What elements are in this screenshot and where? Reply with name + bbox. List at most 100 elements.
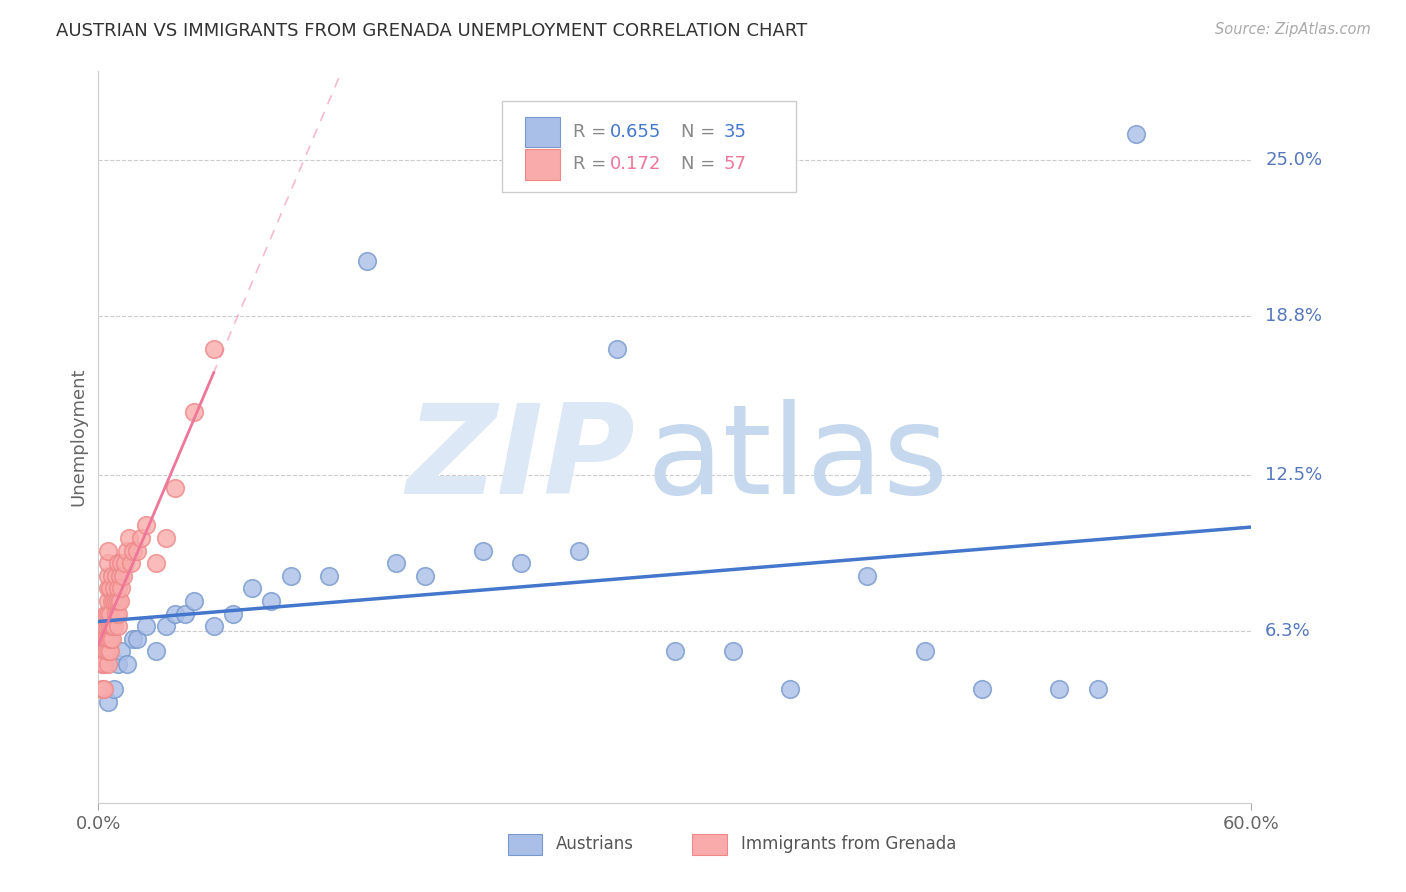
Point <box>97 594 120 608</box>
Point <box>101 619 124 633</box>
Text: Source: ZipAtlas.com: Source: ZipAtlas.com <box>1215 22 1371 37</box>
Y-axis label: Unemployment: Unemployment <box>69 368 87 507</box>
Point <box>98 644 121 658</box>
Point <box>94 607 117 621</box>
Point <box>110 582 132 596</box>
Text: 57: 57 <box>723 155 747 173</box>
Point <box>97 569 120 583</box>
Point <box>91 657 114 671</box>
Point <box>101 632 124 646</box>
Point <box>97 543 120 558</box>
Point <box>145 644 167 658</box>
Point <box>120 556 142 570</box>
Bar <box>508 833 543 855</box>
Point <box>183 405 205 419</box>
Point <box>103 619 125 633</box>
Point <box>97 619 120 633</box>
Point <box>101 594 124 608</box>
Point <box>112 569 135 583</box>
Point <box>721 644 744 658</box>
Point <box>664 644 686 658</box>
Point <box>103 582 125 596</box>
Point <box>97 632 120 646</box>
Text: 0.655: 0.655 <box>610 123 662 141</box>
Point <box>1125 128 1147 142</box>
Text: ZIP: ZIP <box>406 399 634 519</box>
Point <box>165 481 187 495</box>
Point <box>94 644 117 658</box>
Point <box>110 556 132 570</box>
Text: N =: N = <box>681 155 721 173</box>
Text: 25.0%: 25.0% <box>1265 151 1323 169</box>
Point <box>568 543 591 558</box>
Text: AUSTRIAN VS IMMIGRANTS FROM GRENADA UNEMPLOYMENT CORRELATION CHART: AUSTRIAN VS IMMIGRANTS FROM GRENADA UNEM… <box>56 22 807 40</box>
Point <box>125 632 148 646</box>
Point <box>101 569 124 583</box>
Point <box>122 543 145 558</box>
Point <box>93 632 115 646</box>
Text: 18.8%: 18.8% <box>1265 307 1322 325</box>
Point <box>104 569 127 583</box>
Point <box>165 607 187 621</box>
Text: R =: R = <box>574 155 613 173</box>
Point <box>94 619 117 633</box>
Point <box>1087 682 1109 697</box>
Point <box>94 632 117 646</box>
Point <box>606 342 628 356</box>
Point <box>91 682 114 697</box>
Point <box>97 644 120 658</box>
Text: 6.3%: 6.3% <box>1265 623 1310 640</box>
Bar <box>524 117 560 147</box>
Text: 35: 35 <box>723 123 747 141</box>
Point <box>108 569 131 583</box>
Point <box>110 644 132 658</box>
Point <box>174 607 197 621</box>
Point <box>107 556 129 570</box>
Point <box>117 543 139 558</box>
Point <box>145 556 167 570</box>
Point <box>97 582 120 596</box>
Bar <box>692 833 727 855</box>
Point <box>118 531 141 545</box>
Point <box>107 607 129 621</box>
Point <box>240 582 263 596</box>
Text: N =: N = <box>681 123 721 141</box>
Point <box>1047 682 1070 697</box>
Point <box>202 342 225 356</box>
Point <box>155 619 177 633</box>
Point <box>135 518 157 533</box>
Point <box>98 619 121 633</box>
Point <box>413 569 436 583</box>
Point <box>107 619 129 633</box>
Point <box>97 657 120 671</box>
Point <box>135 619 157 633</box>
FancyBboxPatch shape <box>502 101 796 192</box>
Text: 12.5%: 12.5% <box>1265 466 1323 484</box>
Point <box>129 531 152 545</box>
Text: Austrians: Austrians <box>557 836 634 854</box>
Bar <box>524 149 560 179</box>
Point <box>103 594 125 608</box>
Point <box>117 657 139 671</box>
Point <box>972 682 994 697</box>
Point <box>107 657 129 671</box>
Point <box>222 607 245 621</box>
Point <box>779 682 801 697</box>
Point <box>104 607 127 621</box>
Point <box>98 582 121 596</box>
Point <box>356 253 378 268</box>
Point <box>98 607 121 621</box>
Point <box>108 594 131 608</box>
Point <box>914 644 936 658</box>
Point <box>104 594 127 608</box>
Point <box>385 556 408 570</box>
Point <box>471 543 494 558</box>
Text: R =: R = <box>574 123 613 141</box>
Point <box>114 556 136 570</box>
Point <box>97 607 120 621</box>
Point <box>183 594 205 608</box>
Point <box>97 695 120 709</box>
Point <box>107 594 129 608</box>
Point <box>510 556 533 570</box>
Text: atlas: atlas <box>647 399 948 519</box>
